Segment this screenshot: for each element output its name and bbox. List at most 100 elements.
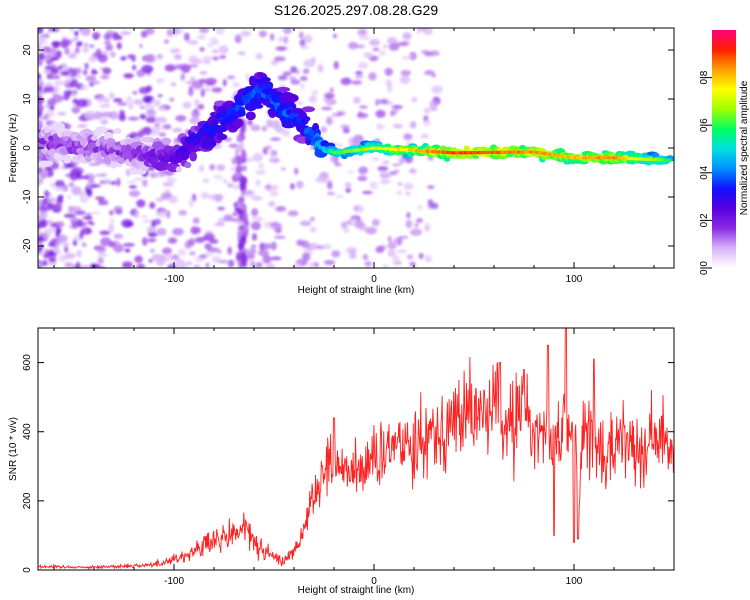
- spectrogram-noise-blob: [317, 63, 324, 73]
- spectrogram-noise-blob: [202, 58, 211, 65]
- spectrogram-noise-blob: [145, 116, 157, 123]
- spectrogram-noise-blob: [70, 78, 79, 88]
- spectrogram-noise-blob: [149, 172, 158, 179]
- colorbar: 0.0 0.2 0.4 0.6 0.8 Normalized spectral ampl…: [699, 30, 750, 275]
- spectrogram-noise-blob: [184, 32, 190, 42]
- spectrogram-noise-blob: [255, 216, 264, 222]
- spectrogram-noise-blob: [218, 260, 229, 264]
- spectrogram-noise-blob: [174, 262, 185, 268]
- spectrogram-noise-blob: [147, 232, 158, 238]
- spectrogram-noise-blob: [48, 241, 56, 248]
- spectrogram-noise-blob: [89, 211, 101, 215]
- spectrogram-noise-blob: [322, 244, 332, 250]
- spectrogram-noise-blob: [386, 37, 398, 45]
- spectrogram-noise-blob: [132, 64, 137, 71]
- spectrogram-noise-blob: [198, 78, 208, 84]
- spectrogram-noise-blob: [82, 45, 89, 54]
- spectrogram-noise-blob: [283, 36, 289, 44]
- spectrogram-noise-blob: [160, 192, 170, 201]
- spectrogram-noise-blob: [267, 201, 276, 207]
- spectrogram-noise-blob: [242, 204, 247, 213]
- spectrogram-noise-blob: [424, 223, 431, 232]
- spectrogram-noise-blob: [133, 177, 144, 182]
- spectrogram-noise-blob: [362, 254, 369, 261]
- spectrogram-noise-blob: [294, 167, 299, 175]
- spectrogram-noise-blob: [387, 241, 397, 250]
- spectrogram-ridge-blob: [202, 140, 217, 148]
- spectrogram-noise-blob: [198, 254, 208, 259]
- spectrogram-noise-blob: [156, 257, 165, 266]
- spectrogram-noise-blob: [410, 228, 423, 236]
- spectrogram-noise-blob: [211, 49, 220, 54]
- spectrogram-noise-blob: [400, 69, 412, 77]
- spectrogram-noise-blob: [73, 50, 80, 55]
- spectrogram-noise-blob: [262, 255, 272, 264]
- spectrogram-noise-blob: [38, 78, 45, 87]
- spectrogram-noise-blob: [38, 52, 46, 61]
- spectrogram-noise-blob: [51, 64, 57, 69]
- spectrogram-noise-blob: [141, 64, 154, 74]
- spectrogram-noise-blob: [420, 133, 429, 139]
- spectrogram-noise-blob: [229, 166, 237, 171]
- spectrogram-noise-blob: [124, 248, 131, 253]
- spectrogram-noise-blob: [243, 235, 247, 245]
- colorbar-tick-label: 0.4: [699, 165, 710, 179]
- spectrogram-noise-blob: [358, 223, 367, 231]
- spectrogram-noise-blob: [84, 110, 95, 120]
- spectrogram-noise-blob: [251, 195, 263, 201]
- spectrogram-noise-blob: [384, 67, 393, 76]
- spectrogram-noise-blob: [96, 245, 107, 254]
- spectrogram-noise-blob: [327, 191, 336, 196]
- spectrogram-noise-blob: [145, 97, 153, 103]
- spectrogram-noise-blob: [51, 41, 62, 47]
- spectrogram-noise-blob: [428, 201, 433, 210]
- spectrogram-noise-blob: [325, 116, 333, 126]
- spectrogram-noise-blob: [387, 249, 397, 257]
- spectrogram-ridge-blob: [259, 76, 271, 83]
- spectrogram-noise-blob: [188, 64, 199, 68]
- spectrogram-y-tick-label: 20: [22, 44, 33, 56]
- spectrogram-noise-blob: [369, 38, 380, 46]
- spectrogram-noise-blob: [199, 28, 209, 34]
- spectrogram-noise-blob: [349, 248, 357, 257]
- spectrogram-ridge-blob: [276, 86, 291, 93]
- spectrogram-noise-blob: [168, 177, 177, 183]
- spectrogram-noise-blob: [299, 82, 305, 91]
- spectrogram-noise-blob: [38, 224, 41, 230]
- spectrogram-noise-blob: [43, 113, 49, 121]
- spectrogram-noise-blob: [93, 111, 103, 120]
- colorbar-tick-label: 0.0: [699, 261, 710, 275]
- spectrogram-noise-blob: [234, 34, 242, 44]
- spectrogram-noise-blob: [251, 216, 257, 221]
- spectrogram-noise-blob: [240, 191, 246, 197]
- spectrogram-noise-blob: [342, 128, 350, 134]
- spectrogram-noise-blob: [58, 194, 64, 199]
- spectrogram-noise-blob: [217, 217, 225, 224]
- spectrogram-noise-blob: [62, 242, 70, 248]
- spectrogram-noise-blob: [38, 59, 43, 67]
- spectrogram-noise-blob: [166, 210, 171, 219]
- spectrogram-y-tick-label: 10: [22, 93, 33, 105]
- spectrogram-noise-blob: [240, 140, 244, 152]
- spectrogram-noise-blob: [120, 56, 127, 61]
- spectrogram-noise-blob: [47, 226, 56, 234]
- spectrogram-noise-blob: [122, 243, 135, 247]
- spectrogram-noise-blob: [189, 76, 196, 82]
- spectrogram-noise-blob: [102, 67, 112, 75]
- spectrogram-noise-blob: [42, 259, 48, 267]
- spectrogram-noise-blob: [38, 173, 44, 180]
- spectrogram-noise-blob: [393, 237, 403, 243]
- colorbar-tick-label: 0.6: [699, 118, 710, 132]
- spectrogram-noise-blob: [236, 219, 242, 225]
- spectrogram-noise-blob: [105, 44, 114, 52]
- spectrogram-noise-blob: [68, 52, 77, 59]
- spectrogram-noise-blob: [189, 117, 201, 125]
- spectrogram-noise-blob: [51, 202, 63, 209]
- spectrogram-noise-blob: [41, 168, 49, 178]
- spectrogram-noise-blob: [195, 237, 205, 243]
- spectrogram-noise-blob: [138, 86, 150, 95]
- spectrogram-noise-blob: [258, 162, 264, 170]
- snr-x-tick-label: 0: [371, 576, 377, 587]
- spectrogram-noise-blob: [299, 39, 306, 47]
- spectrogram-noise-blob: [375, 246, 385, 254]
